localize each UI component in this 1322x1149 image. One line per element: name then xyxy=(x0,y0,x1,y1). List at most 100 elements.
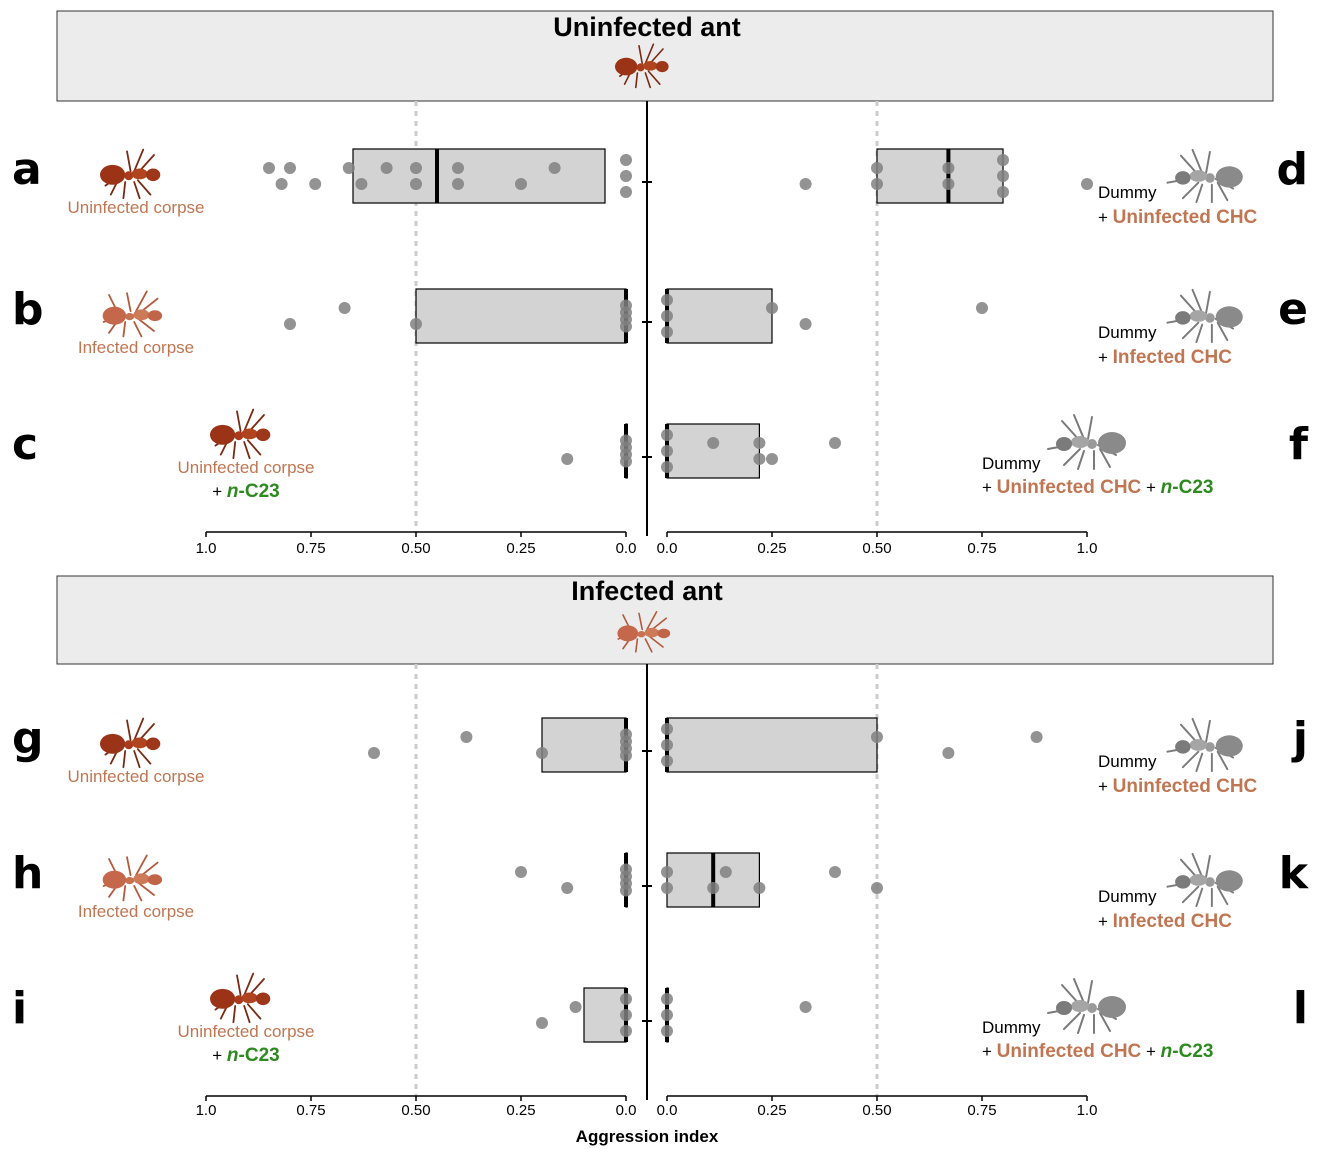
left-i-point-1 xyxy=(620,1009,632,1021)
left-i-point-4 xyxy=(536,1017,548,1029)
right-k-point-6 xyxy=(871,882,883,894)
ant-corpse-icon xyxy=(209,408,272,460)
left-i-point-2 xyxy=(620,1025,632,1037)
tick-label-left: 0.0 xyxy=(616,1102,637,1119)
left-c-point-3 xyxy=(620,455,632,468)
left-b-point-3 xyxy=(620,320,632,333)
right-d-point-5 xyxy=(997,154,1009,166)
right-k-point-2 xyxy=(707,882,720,894)
right-label-j-1: + Uninfected CHC xyxy=(1098,776,1258,797)
right-e-point-3 xyxy=(766,302,778,314)
right-label-d-0: Dummy xyxy=(1098,183,1157,202)
right-label-d-1: + Uninfected CHC xyxy=(1098,207,1258,228)
right-d-point-1 xyxy=(871,162,883,174)
panel-letter-a: a xyxy=(12,144,42,195)
right-l-point-0 xyxy=(661,993,673,1005)
left-a-point-12 xyxy=(309,178,322,190)
panel-2: Infected ant g j Uninfected corpse Dummy + Un… xyxy=(12,575,1310,1146)
panel-letter-e: e xyxy=(1278,284,1308,335)
dummy-ant-icon xyxy=(1166,148,1244,204)
right-f-box xyxy=(666,423,761,479)
tick-label-right: 0.75 xyxy=(967,540,996,557)
right-label-j-0: Dummy xyxy=(1098,752,1157,771)
right-j-point-5 xyxy=(1030,731,1043,743)
tick-label-right: 0.50 xyxy=(862,1102,891,1119)
tick-label-left: 0.50 xyxy=(401,1102,430,1119)
tick-label-left: 0.25 xyxy=(506,1102,535,1119)
left-h-point-3 xyxy=(620,884,632,897)
right-f-point-1 xyxy=(661,445,673,457)
left-a-point-5 xyxy=(452,162,464,174)
left-b-point-4 xyxy=(410,318,422,330)
right-f-point-2 xyxy=(661,461,673,473)
panel-letter-l: l xyxy=(1293,983,1308,1034)
right-e-point-4 xyxy=(799,318,812,330)
right-label-l-0: Dummy xyxy=(982,1018,1041,1037)
left-a-point-8 xyxy=(410,178,422,190)
right-j-point-2 xyxy=(661,755,673,767)
left-g-box xyxy=(541,717,627,773)
right-d-point-4 xyxy=(942,178,955,190)
tick-label-left: 0.75 xyxy=(296,540,325,557)
left-a-point-7 xyxy=(410,162,422,174)
left-a-point-11 xyxy=(342,162,355,174)
row-i-l: i l Uninfected corpse + n-C23 Dummy + Uninfec… xyxy=(12,972,1308,1066)
left-label-a-0: Uninfected corpse xyxy=(67,198,204,217)
right-label-e-1: + Infected CHC xyxy=(1098,347,1232,368)
left-i-point-0 xyxy=(620,993,632,1005)
left-a-point-10 xyxy=(355,178,368,190)
tick-label-left: 1.0 xyxy=(196,1102,217,1119)
row-c-f: c f Uninfected corpse + n-C23 Dummy + Uninfec… xyxy=(12,408,1309,502)
tick-label-left: 0.25 xyxy=(506,540,535,557)
dummy-ant-icon xyxy=(1166,288,1244,344)
right-j-point-3 xyxy=(871,731,883,743)
panel-letter-g: g xyxy=(12,713,44,764)
right-d-point-8 xyxy=(1081,178,1093,190)
right-e-point-1 xyxy=(661,310,673,322)
right-e-point-0 xyxy=(661,294,673,306)
right-f-point-5 xyxy=(753,453,766,465)
left-label-h-0: Infected corpse xyxy=(78,902,194,921)
left-a-point-1 xyxy=(620,170,632,182)
left-label-i-1: + n-C23 xyxy=(212,1045,279,1066)
tick-label-right: 1.0 xyxy=(1077,1102,1098,1119)
right-d-box xyxy=(876,148,1004,204)
right-f-point-4 xyxy=(753,437,766,449)
right-e-box xyxy=(666,288,773,344)
panel-letter-i: i xyxy=(12,983,27,1034)
left-g-point-6 xyxy=(368,747,380,759)
right-l-point-3 xyxy=(799,1001,812,1013)
right-d-point-2 xyxy=(871,178,883,190)
left-b-point-6 xyxy=(284,318,296,330)
right-k-point-0 xyxy=(661,866,673,878)
panel-header-strip xyxy=(56,10,1274,102)
ant-corpse-icon xyxy=(101,854,164,902)
row-a-d: a d Uninfected corpse Dummy + Uninfected CHC xyxy=(12,144,1308,228)
panel-title: Infected ant xyxy=(571,576,723,606)
right-d-point-6 xyxy=(997,170,1009,182)
left-g-point-3 xyxy=(620,749,632,762)
tick-label-left: 0.50 xyxy=(401,540,430,557)
ant-corpse-icon xyxy=(99,717,162,769)
right-j-point-4 xyxy=(942,747,955,759)
panel-1: Uninfected ant a d Uninfected corpse Dummy + … xyxy=(12,10,1309,557)
tick-label-right: 0.25 xyxy=(757,540,786,557)
right-f-point-7 xyxy=(829,437,841,449)
right-f-point-6 xyxy=(766,453,778,465)
right-f-point-3 xyxy=(707,437,720,449)
x-axis: 1.0 0.75 0.50 0.25 0.0 0.0 0.25 0.50 0.75 1.0 xyxy=(196,531,1098,557)
left-label-c-1: + n-C23 xyxy=(212,481,279,502)
panel-letter-d: d xyxy=(1277,144,1309,195)
tick-label-right: 1.0 xyxy=(1077,540,1098,557)
left-a-point-14 xyxy=(275,178,288,190)
panel-title: Uninfected ant xyxy=(553,12,741,42)
right-j-point-0 xyxy=(661,723,673,735)
tick-label-right: 0.0 xyxy=(657,1102,678,1119)
right-label-e-0: Dummy xyxy=(1098,323,1157,342)
left-b-box xyxy=(415,288,627,344)
tick-label-left: 0.75 xyxy=(296,1102,325,1119)
right-d-point-3 xyxy=(942,162,955,174)
right-label-f-1: + Uninfected CHC + n-C23 xyxy=(982,477,1213,498)
panel-letter-c: c xyxy=(12,419,38,470)
